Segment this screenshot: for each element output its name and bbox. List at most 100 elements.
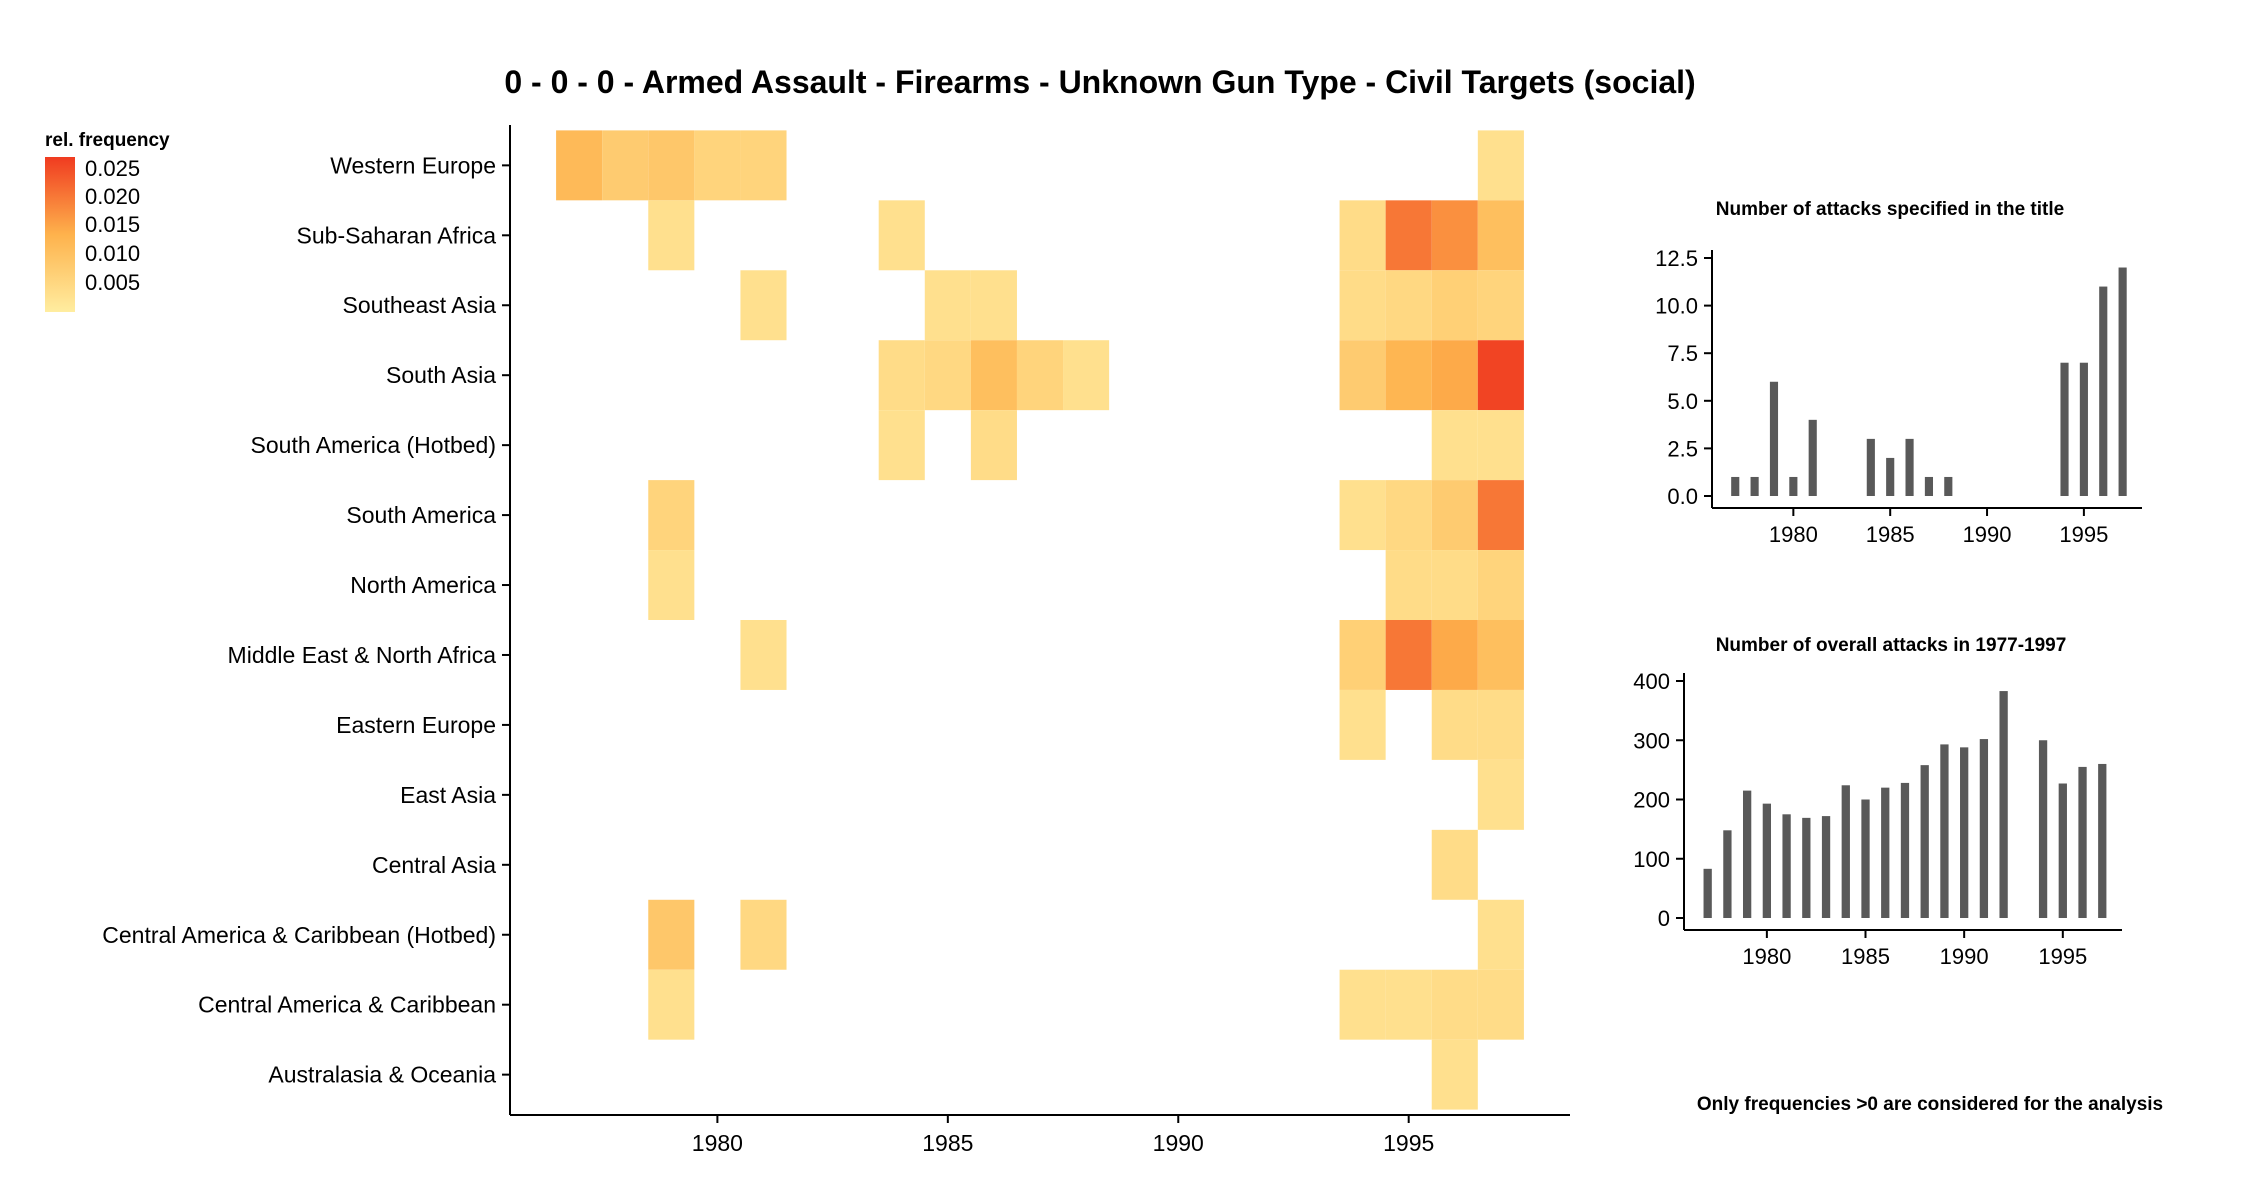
bar-chart-overall-attacks: Number of overall attacks in 1977-1997 0 1… bbox=[1633, 635, 2122, 969]
heatmap-cell bbox=[1385, 200, 1432, 271]
x-tick-label: 1980 bbox=[1742, 944, 1791, 969]
bar bbox=[1944, 476, 1953, 496]
heatmap-cell bbox=[1339, 270, 1386, 341]
bar bbox=[1900, 782, 1910, 918]
heatmap-cell bbox=[648, 130, 695, 201]
heatmap-cell bbox=[1339, 480, 1386, 551]
heatmap-cell bbox=[1431, 340, 1478, 411]
bar bbox=[1979, 739, 1989, 918]
heatmap-panel: Western Europe Sub-Saharan Africa Southeas… bbox=[102, 125, 1570, 1156]
y-tick-label: 0 bbox=[1658, 906, 1670, 931]
heatmap-cell bbox=[1385, 550, 1432, 620]
heatmap-cell bbox=[648, 480, 695, 551]
bar bbox=[2038, 740, 2048, 918]
heatmap-cell bbox=[602, 130, 649, 201]
bar bbox=[1802, 817, 1811, 918]
bar bbox=[1782, 814, 1791, 918]
heatmap-cell bbox=[1477, 689, 1524, 760]
bar bbox=[1886, 457, 1895, 496]
heatmap-cell bbox=[1477, 899, 1524, 970]
bar bbox=[1924, 476, 1934, 496]
y-tick-label: 5.0 bbox=[1667, 389, 1698, 414]
legend-tick-label: 0.010 bbox=[85, 241, 140, 266]
bar bbox=[1703, 868, 1712, 918]
heatmap-cell bbox=[1477, 340, 1524, 411]
bar bbox=[1841, 785, 1850, 918]
y-tick-label: 12.5 bbox=[1655, 246, 1698, 271]
heatmap-cell bbox=[924, 270, 971, 341]
heatmap-cell bbox=[740, 270, 787, 341]
heatmap-cell bbox=[1431, 969, 1478, 1040]
heatmap-cell bbox=[1431, 200, 1478, 271]
heatmap-cell bbox=[1431, 410, 1478, 481]
heatmap-cell bbox=[1477, 200, 1524, 271]
y-tick-label: South America (Hotbed) bbox=[251, 432, 496, 458]
heatmap-cell bbox=[1385, 340, 1432, 411]
bar bbox=[1821, 816, 1831, 918]
bar bbox=[1750, 476, 1759, 496]
legend-tick-label: 0.025 bbox=[85, 156, 140, 181]
x-tick-label: 1985 bbox=[922, 1130, 973, 1156]
heatmap-cell bbox=[648, 550, 695, 620]
bar bbox=[1762, 803, 1772, 918]
bar-chart-title: Number of overall attacks in 1977-1997 bbox=[1716, 635, 2067, 656]
y-tick-label: Australasia & Oceania bbox=[268, 1062, 496, 1088]
heatmap-cell bbox=[970, 410, 1017, 481]
heatmap-cell bbox=[1431, 550, 1478, 620]
bar bbox=[1861, 799, 1870, 918]
heatmap-cell bbox=[1385, 620, 1432, 690]
heatmap-cell bbox=[1477, 550, 1524, 620]
heatmap-cell bbox=[648, 969, 695, 1040]
heatmap-cell bbox=[878, 410, 925, 481]
y-tick-label: 2.5 bbox=[1667, 436, 1698, 461]
bar bbox=[1960, 747, 1969, 918]
x-tick-label: 1980 bbox=[692, 1130, 743, 1156]
x-tick-label: 1985 bbox=[1866, 522, 1915, 547]
x-tick-label: 1990 bbox=[1153, 1130, 1204, 1156]
heatmap-cell bbox=[924, 340, 971, 411]
heatmap-cell bbox=[1477, 130, 1524, 201]
heatmap-cell bbox=[1431, 620, 1478, 690]
bar bbox=[1940, 744, 1949, 918]
y-tick-label: 0.0 bbox=[1667, 484, 1698, 509]
heatmap-cell bbox=[1385, 270, 1432, 341]
y-tick-label: Middle East & North Africa bbox=[228, 642, 497, 668]
legend-tick-label: 0.020 bbox=[85, 184, 140, 209]
x-tick-label: 1995 bbox=[2038, 944, 2087, 969]
heatmap-cell bbox=[740, 620, 787, 690]
heatmap-cell bbox=[1016, 340, 1064, 411]
chart-title: 0 - 0 - 0 - Armed Assault - Firearms - U… bbox=[504, 64, 1695, 100]
y-tick-label: Sub-Saharan Africa bbox=[297, 222, 497, 248]
bar bbox=[2058, 783, 2067, 918]
bar bbox=[2099, 286, 2108, 496]
legend-colorbar bbox=[45, 157, 75, 312]
heatmap-cell bbox=[1431, 480, 1478, 551]
footnote: Only frequencies >0 are considered for t… bbox=[1697, 1094, 2163, 1115]
y-tick-label: North America bbox=[350, 572, 496, 598]
heatmap-cell bbox=[1339, 340, 1386, 411]
heatmap-cell bbox=[1339, 969, 1386, 1040]
heatmap-cell bbox=[694, 130, 741, 201]
heatmap-cell bbox=[1431, 270, 1478, 341]
y-tick-label: 300 bbox=[1633, 728, 1670, 753]
bar bbox=[1723, 830, 1732, 918]
heatmap-cell bbox=[1477, 270, 1524, 341]
heatmap-cell bbox=[1477, 969, 1524, 1040]
bar bbox=[1905, 438, 1914, 496]
heatmap-cell bbox=[1477, 759, 1524, 830]
y-tick-label: Central Asia bbox=[372, 852, 496, 878]
heatmap-cell bbox=[648, 200, 695, 271]
heatmap-cell bbox=[1431, 829, 1478, 900]
y-tick-label: 400 bbox=[1633, 669, 1670, 694]
y-tick-label: 7.5 bbox=[1667, 341, 1698, 366]
heatmap-cell bbox=[740, 130, 787, 201]
heatmap-cell bbox=[1385, 969, 1432, 1040]
legend-title: rel. frequency bbox=[45, 130, 170, 151]
heatmap-cell bbox=[556, 130, 603, 201]
x-tick-label: 1990 bbox=[1940, 944, 1989, 969]
heatmap-cell bbox=[1477, 410, 1524, 481]
y-tick-label: 200 bbox=[1633, 788, 1670, 813]
x-tick-label: 1990 bbox=[1963, 522, 2012, 547]
heatmap-cell bbox=[740, 899, 787, 970]
bar bbox=[2078, 766, 2087, 918]
